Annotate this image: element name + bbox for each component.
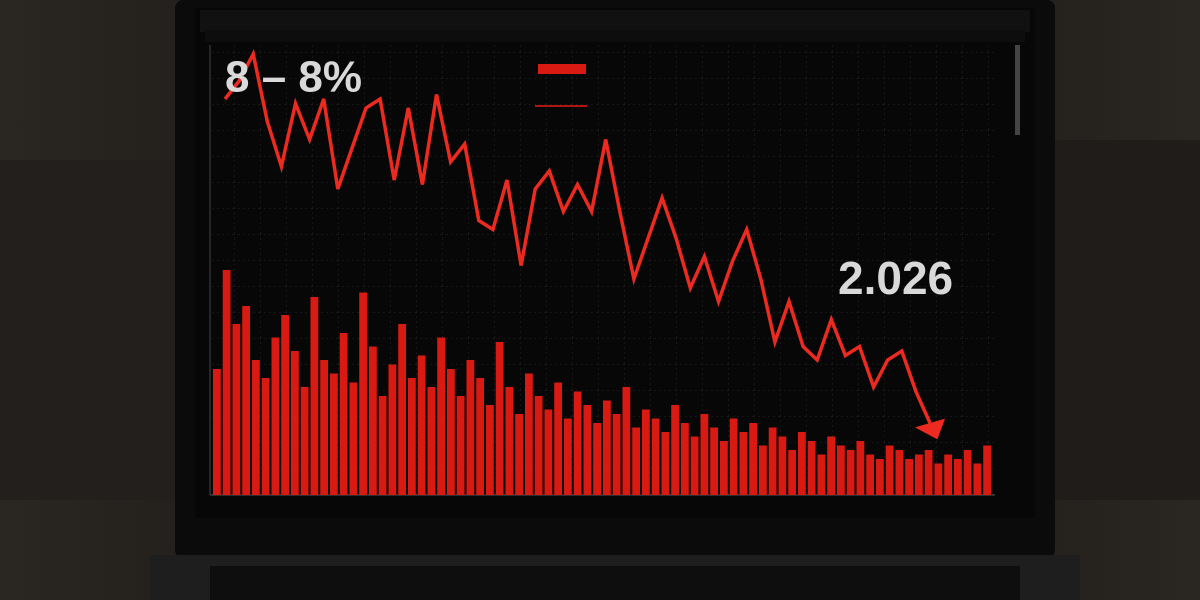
bar: [641, 409, 650, 495]
bar: [914, 454, 923, 495]
bar: [378, 396, 387, 495]
bar: [222, 270, 231, 495]
bar: [329, 373, 338, 495]
bar: [212, 369, 221, 495]
bar: [476, 378, 485, 495]
bar: [856, 441, 865, 495]
bar: [690, 436, 699, 495]
annotation: 8 – 8%: [225, 53, 362, 102]
bar: [534, 396, 543, 495]
bar: [524, 373, 533, 495]
bar: [398, 324, 407, 495]
menu-bar: [205, 30, 1025, 42]
bar: [758, 445, 767, 495]
books: [1055, 140, 1200, 500]
bar: [281, 315, 290, 495]
bar: [446, 369, 455, 495]
indicator: [535, 105, 587, 107]
bar: [495, 342, 504, 495]
annotation: 2.026: [838, 252, 953, 304]
bar: [661, 432, 670, 495]
bar: [807, 441, 816, 495]
bar: [554, 382, 563, 495]
bar: [836, 445, 845, 495]
bar: [563, 418, 572, 495]
bar: [905, 459, 914, 495]
bar: [846, 450, 855, 495]
bar: [817, 454, 826, 495]
bar: [602, 400, 611, 495]
scrollbar: [1015, 45, 1020, 135]
bar: [320, 360, 329, 495]
bar: [573, 391, 582, 495]
bar: [788, 450, 797, 495]
bar: [963, 450, 972, 495]
bar: [349, 382, 358, 495]
bar: [612, 414, 621, 495]
bar: [924, 450, 933, 495]
bar: [271, 337, 280, 495]
bar: [515, 414, 524, 495]
bar: [232, 324, 241, 495]
bar: [866, 454, 875, 495]
bar: [427, 387, 436, 495]
bar: [505, 387, 514, 495]
bar: [729, 418, 738, 495]
toolbar: [200, 10, 1030, 32]
bar: [290, 351, 299, 495]
bar: [407, 378, 416, 495]
bar: [885, 445, 894, 495]
bar: [242, 306, 251, 495]
bar: [710, 427, 719, 495]
bar: [973, 463, 982, 495]
bar: [719, 441, 728, 495]
bar: [934, 463, 943, 495]
bar: [622, 387, 631, 495]
bar: [485, 405, 494, 495]
bar: [680, 423, 689, 495]
bar: [544, 409, 553, 495]
bar: [797, 432, 806, 495]
bar: [895, 450, 904, 495]
bar: [437, 337, 446, 495]
bar: [651, 418, 660, 495]
bar: [944, 454, 953, 495]
bar: [983, 445, 992, 495]
indicator: [538, 64, 586, 74]
bar: [300, 387, 309, 495]
bar: [953, 459, 962, 495]
bar: [456, 396, 465, 495]
bar: [593, 423, 602, 495]
arrow-head: [914, 418, 946, 440]
bar: [739, 432, 748, 495]
bar: [359, 292, 368, 495]
bar: [875, 459, 884, 495]
bar: [583, 405, 592, 495]
bar: [632, 427, 641, 495]
bar: [466, 360, 475, 495]
bar: [671, 405, 680, 495]
bar: [778, 436, 787, 495]
keyboard: [210, 566, 1020, 600]
bar: [339, 333, 348, 495]
line: [223, 48, 932, 424]
bar: [749, 423, 758, 495]
bar: [251, 360, 260, 495]
bar: [417, 355, 426, 495]
bar: [827, 436, 836, 495]
bar: [700, 414, 709, 495]
bar: [261, 378, 270, 495]
bar: [768, 427, 777, 495]
books: [0, 160, 180, 500]
bar: [388, 364, 397, 495]
bar: [368, 346, 377, 495]
bar: [310, 297, 319, 495]
